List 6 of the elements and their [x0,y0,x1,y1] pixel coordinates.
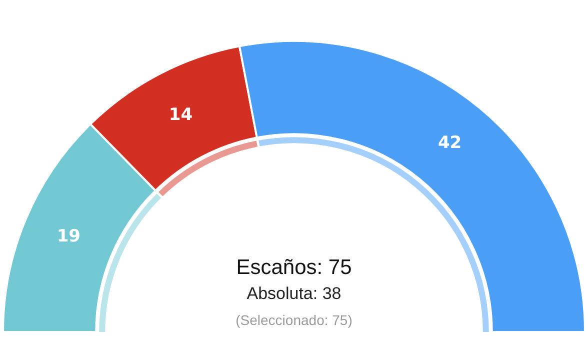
text: Absoluta: 38 [246,284,342,304]
data-label: 14 [168,104,193,125]
data-label: 19 [56,226,80,247]
text: Escaños: 75 [235,256,353,280]
text: (Seleccionado: 75) [234,312,354,328]
data-label: 42 [438,133,462,154]
